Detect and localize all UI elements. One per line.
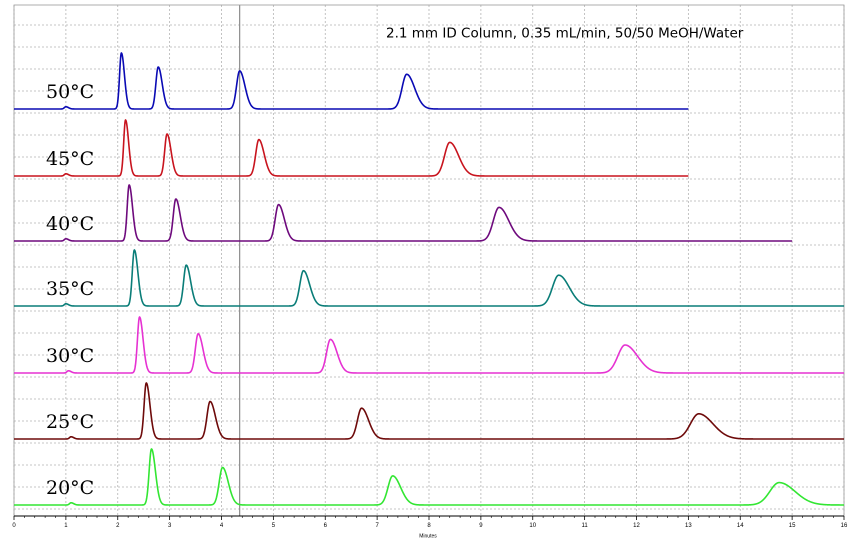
series-label-25°C: 25°C (46, 411, 94, 433)
x-tick-label: 14 (737, 523, 744, 529)
series-label-20°C: 20°C (46, 477, 94, 499)
series-traces (13, 52, 845, 506)
x-tick-label: 0 (12, 523, 16, 529)
x-tick-label: 4 (220, 523, 224, 529)
x-tick-label: 16 (841, 523, 848, 529)
series-label-40°C: 40°C (46, 213, 94, 235)
x-tick-label: 8 (427, 523, 431, 529)
series-trace-35°C (13, 249, 845, 307)
x-tick-label: 10 (529, 523, 536, 529)
x-tick-label: 11 (582, 523, 589, 529)
series-trace-40°C (13, 184, 793, 242)
series-trace-25°C (13, 382, 845, 440)
x-axis-title: Minutes (419, 534, 437, 540)
x-tick-label: 9 (479, 523, 483, 529)
series-labels: 50°C 45°C 40°C 35°C 30°C 25°C 20°C (46, 81, 94, 499)
x-tick-label: 5 (272, 523, 276, 529)
series-label-35°C: 35°C (46, 278, 94, 300)
series-trace-20°C (13, 448, 845, 506)
series-trace-50°C (13, 52, 689, 110)
series-label-30°C: 30°C (46, 345, 94, 367)
x-axis: 0 1 2 3 4 5 6 7 8 9 10 11 12 13 14 15 16 (12, 515, 848, 529)
x-tick-label: 12 (633, 523, 640, 529)
x-tick-label: 7 (375, 523, 379, 529)
x-tick-label: 2 (116, 523, 120, 529)
series-label-45°C: 45°C (46, 148, 94, 170)
series-trace-45°C (13, 119, 689, 177)
x-tick-label: 15 (789, 523, 796, 529)
x-tick-label: 6 (324, 523, 328, 529)
series-trace-30°C (13, 316, 845, 374)
x-tick-label: 1 (64, 523, 68, 529)
chart-subtitle: 2.1 mm ID Column, 0.35 mL/min, 50/50 MeO… (386, 26, 744, 42)
x-tick-label: 3 (168, 523, 172, 529)
x-tick-label: 13 (685, 523, 692, 529)
series-label-50°C: 50°C (46, 81, 94, 103)
